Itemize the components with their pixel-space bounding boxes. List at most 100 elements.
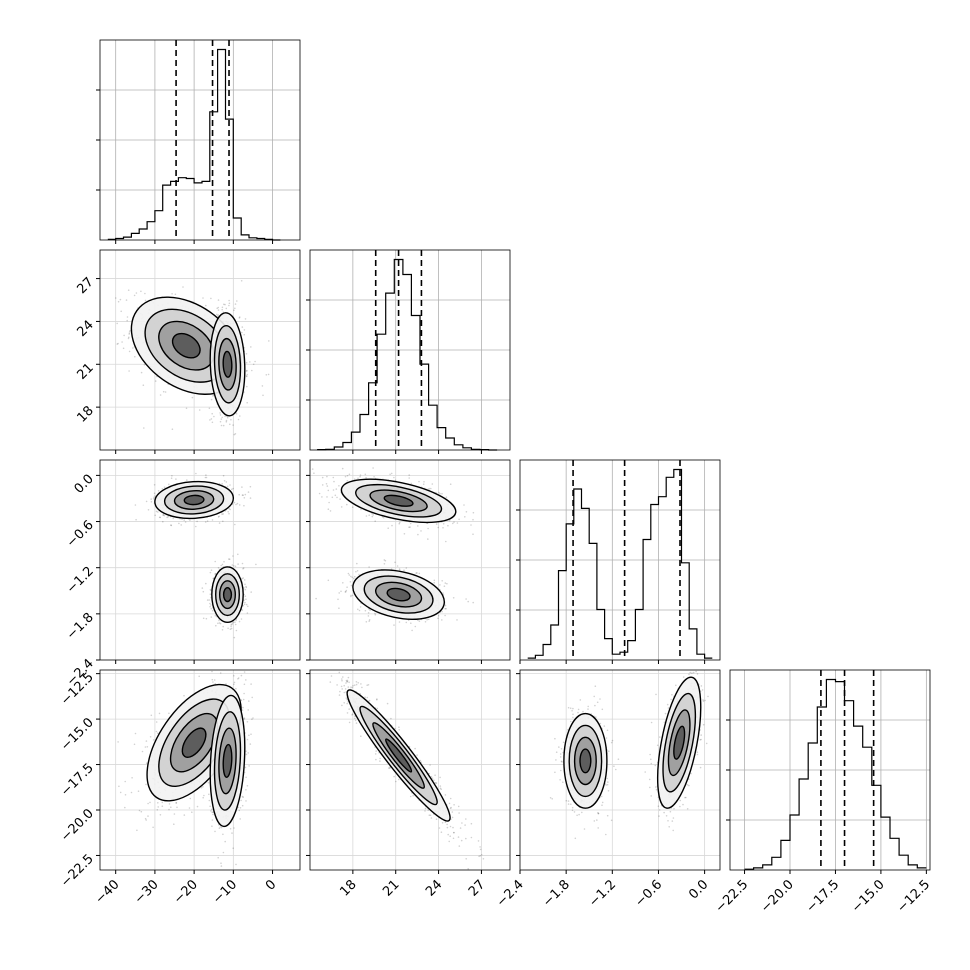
sample-point [227,511,229,513]
sample-point [350,594,352,597]
sample-point [234,433,237,435]
sample-point [125,299,128,301]
sample-point [126,316,129,318]
sample-point [221,416,223,419]
sample-point [420,530,422,532]
sample-point [247,491,250,493]
sample-point [211,519,214,521]
sample-point [234,523,236,526]
sample-point [245,361,248,364]
sample-point [353,577,355,580]
sample-point [210,604,212,606]
sample-point [231,623,233,626]
sample-point [229,484,231,486]
sample-point [150,498,152,500]
sample-point [220,424,223,427]
sample-point [321,476,324,479]
sample-point [140,810,143,813]
sample-point [124,780,126,783]
sample-point [183,519,185,521]
sample-point [452,597,455,599]
sample-point [418,620,421,622]
sample-point [222,424,225,427]
sample-point [384,559,387,562]
density-contour [171,332,201,359]
sample-point [230,418,232,421]
sample-point [202,590,205,593]
sample-point [154,380,157,382]
sample-point [405,621,408,624]
sample-point [364,473,367,476]
sample-point [170,806,172,808]
sample-point [211,678,214,681]
sample-point [246,385,248,388]
sample-point [170,477,173,480]
sample-point [430,487,432,490]
sample-point [234,623,237,626]
sample-point [134,732,137,735]
sample-point [228,304,230,307]
sample-point [326,475,328,478]
sample-point [261,385,264,387]
sample-point [135,292,138,294]
sample-point [238,493,240,496]
sample-point [332,489,335,491]
sample-point [230,627,233,630]
sample-point [225,481,228,483]
sample-point [438,491,440,494]
sample-point [144,299,147,302]
sample-point [178,522,180,525]
sample-point [340,590,342,593]
sample-point [204,521,207,523]
sample-point [408,477,411,479]
sample-point [414,625,417,628]
sample-point [136,829,138,832]
sample-point [184,521,187,523]
sample-point [445,540,447,543]
sample-point [145,500,148,503]
sample-point [170,524,173,527]
sample-point [427,527,429,530]
sample-point [246,401,248,404]
sample-point [214,614,217,617]
sample-point [338,592,341,594]
sample-point [163,514,166,517]
sample-point [439,584,441,586]
sample-point [214,572,217,575]
sample-point [147,509,150,511]
sample-point [216,313,218,316]
sample-point [393,476,395,479]
sample-point [128,332,131,334]
sample-point [140,290,142,293]
sample-point [255,563,257,566]
sample-point [245,375,248,378]
sample-point [337,598,339,601]
sample-point [206,599,209,601]
sample-point [243,671,246,673]
sample-point [359,474,362,476]
sample-point [202,617,205,620]
sample-point [245,598,247,600]
sample-point [446,582,448,585]
panel-frame [309,249,511,451]
sample-point [144,292,146,295]
sample-point [220,564,222,567]
sample-point [225,421,228,423]
sample-point [360,508,362,511]
sample-point [240,674,243,677]
sample-point [209,605,211,608]
sample-point [232,424,234,426]
sample-point [224,303,226,306]
sample-point [211,609,214,612]
sample-point [228,302,231,305]
sample-point [135,518,137,521]
sample-point [433,579,436,582]
sample-point [228,558,230,560]
sample-point [208,599,210,601]
sample-point [325,483,328,485]
sample-point [198,675,200,678]
sample-point [119,298,122,301]
sample-point [418,480,420,483]
sample-point [123,334,125,337]
